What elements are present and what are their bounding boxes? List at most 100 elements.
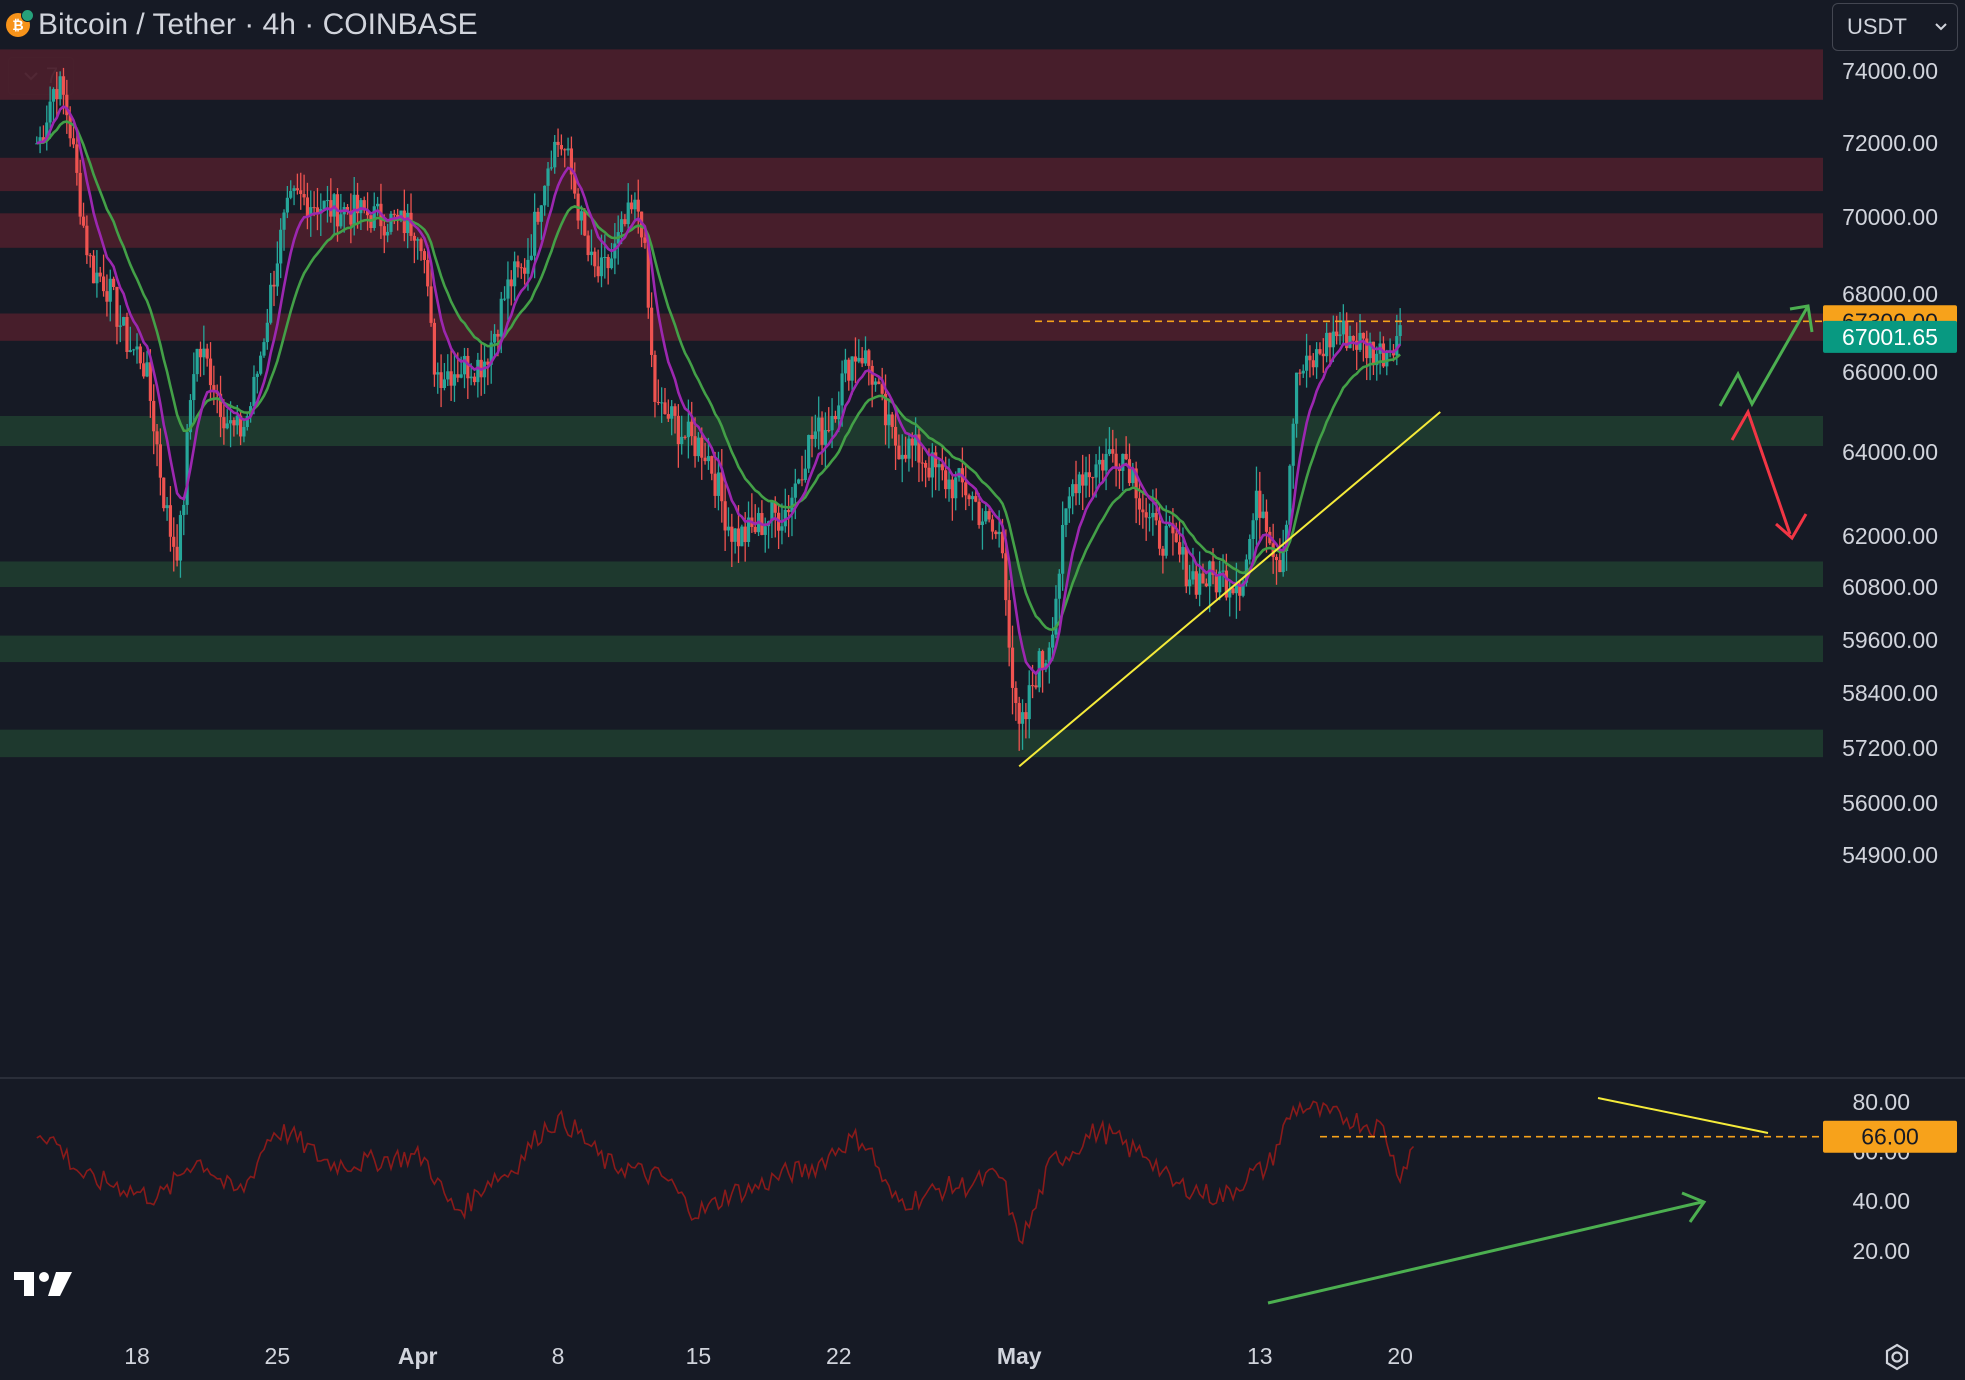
candle-body[interactable] bbox=[1341, 320, 1345, 335]
candle-body[interactable] bbox=[740, 526, 744, 547]
candle-body[interactable] bbox=[172, 536, 176, 547]
candle-body[interactable] bbox=[472, 376, 477, 383]
candle-body[interactable] bbox=[122, 317, 126, 326]
candle-body[interactable] bbox=[974, 496, 978, 502]
candle-body[interactable] bbox=[1238, 585, 1242, 596]
candle-body[interactable] bbox=[1020, 712, 1025, 724]
candle-body[interactable] bbox=[192, 374, 196, 401]
candle-body[interactable] bbox=[539, 205, 543, 222]
candle-body[interactable] bbox=[1161, 548, 1165, 556]
candle-body[interactable] bbox=[55, 89, 59, 100]
candle-body[interactable] bbox=[790, 497, 794, 513]
candle-body[interactable] bbox=[793, 483, 797, 498]
candle-body[interactable] bbox=[1398, 325, 1402, 337]
candle-body[interactable] bbox=[446, 371, 450, 380]
candle-body[interactable] bbox=[566, 148, 570, 151]
candle-body[interactable] bbox=[773, 501, 777, 513]
candle-body[interactable] bbox=[666, 414, 670, 419]
candle-body[interactable] bbox=[1184, 546, 1188, 587]
candle-body[interactable] bbox=[396, 214, 400, 217]
candle-body[interactable] bbox=[1024, 712, 1028, 720]
candle-body[interactable] bbox=[98, 272, 102, 277]
candle-body[interactable] bbox=[523, 267, 527, 274]
candle-body[interactable] bbox=[1164, 525, 1168, 556]
candle-body[interactable] bbox=[944, 470, 948, 490]
candle-body[interactable] bbox=[168, 505, 173, 537]
candle-body[interactable] bbox=[392, 213, 396, 215]
candle-body[interactable] bbox=[285, 197, 289, 213]
candle-body[interactable] bbox=[1298, 372, 1302, 374]
candle-body[interactable] bbox=[112, 278, 116, 288]
candle-body[interactable] bbox=[1181, 546, 1185, 555]
candle-body[interactable] bbox=[673, 406, 677, 416]
candle-body[interactable] bbox=[559, 145, 563, 150]
candle-body[interactable] bbox=[51, 89, 56, 102]
candle-body[interactable] bbox=[629, 202, 634, 210]
candle-body[interactable] bbox=[1178, 542, 1182, 555]
candle-body[interactable] bbox=[322, 200, 326, 210]
candle-body[interactable] bbox=[88, 255, 92, 257]
candle-body[interactable] bbox=[1201, 573, 1205, 584]
candle-body[interactable] bbox=[1395, 336, 1399, 356]
candle-body[interactable] bbox=[863, 350, 868, 364]
candle-body[interactable] bbox=[309, 207, 313, 216]
candle-body[interactable] bbox=[292, 188, 296, 191]
candle-body[interactable] bbox=[1258, 490, 1262, 518]
candle-body[interactable] bbox=[897, 445, 901, 460]
candle-body[interactable] bbox=[1107, 449, 1112, 454]
candle-body[interactable] bbox=[1375, 353, 1379, 366]
candle-body[interactable] bbox=[1294, 372, 1299, 424]
candle-body[interactable] bbox=[1311, 360, 1315, 368]
candle-body[interactable] bbox=[466, 355, 470, 379]
candle-body[interactable] bbox=[934, 452, 938, 468]
candle-body[interactable] bbox=[182, 504, 186, 516]
candle-body[interactable] bbox=[606, 256, 610, 269]
candle-body[interactable] bbox=[700, 437, 704, 458]
candle-body[interactable] bbox=[603, 256, 607, 258]
candle-body[interactable] bbox=[683, 436, 687, 438]
candle-body[interactable] bbox=[843, 359, 848, 374]
candle-body[interactable] bbox=[496, 333, 500, 337]
candle-body[interactable] bbox=[693, 436, 697, 457]
symbol-title[interactable]: Bitcoin / Tether · 4h · COINBASE bbox=[38, 8, 478, 41]
candle-body[interactable] bbox=[569, 148, 574, 175]
candle-body[interactable] bbox=[1061, 524, 1065, 574]
rsi-divergence-line[interactable] bbox=[1597, 1097, 1769, 1134]
candle-body[interactable] bbox=[78, 172, 82, 217]
candle-body[interactable] bbox=[41, 137, 46, 142]
candle-body[interactable] bbox=[877, 381, 881, 385]
candle-body[interactable] bbox=[135, 346, 139, 350]
candle-body[interactable] bbox=[703, 457, 707, 462]
candle-body[interactable] bbox=[589, 251, 594, 256]
candle-body[interactable] bbox=[1084, 472, 1088, 486]
candle-body[interactable] bbox=[1381, 343, 1386, 367]
candle-body[interactable] bbox=[1351, 335, 1355, 341]
candle-body[interactable] bbox=[1067, 496, 1071, 509]
candle-body[interactable] bbox=[977, 501, 981, 526]
candle-body[interactable] bbox=[202, 348, 206, 358]
candle-body[interactable] bbox=[670, 406, 674, 419]
candle-body[interactable] bbox=[950, 479, 954, 499]
candle-body[interactable] bbox=[817, 417, 821, 432]
candle-body[interactable] bbox=[188, 400, 193, 433]
candle-body[interactable] bbox=[386, 231, 390, 236]
candle-body[interactable] bbox=[212, 385, 216, 392]
candle-body[interactable] bbox=[636, 199, 640, 212]
candle-body[interactable] bbox=[1231, 588, 1235, 594]
candle-body[interactable] bbox=[1151, 512, 1155, 518]
candle-body[interactable] bbox=[238, 415, 243, 437]
candle-body[interactable] bbox=[1331, 331, 1335, 348]
candle-body[interactable] bbox=[937, 464, 941, 468]
candle-body[interactable] bbox=[225, 423, 229, 429]
candle-body[interactable] bbox=[1014, 687, 1018, 704]
candle-body[interactable] bbox=[282, 212, 286, 230]
candle-body[interactable] bbox=[900, 454, 904, 460]
candle-body[interactable] bbox=[1335, 331, 1339, 337]
candle-body[interactable] bbox=[349, 212, 353, 225]
candle-body[interactable] bbox=[823, 430, 827, 445]
candle-body[interactable] bbox=[426, 259, 430, 287]
candle-body[interactable] bbox=[1174, 533, 1178, 543]
candle-body[interactable] bbox=[255, 373, 259, 377]
candle-body[interactable] bbox=[1325, 332, 1329, 357]
candle-body[interactable] bbox=[1385, 351, 1389, 367]
